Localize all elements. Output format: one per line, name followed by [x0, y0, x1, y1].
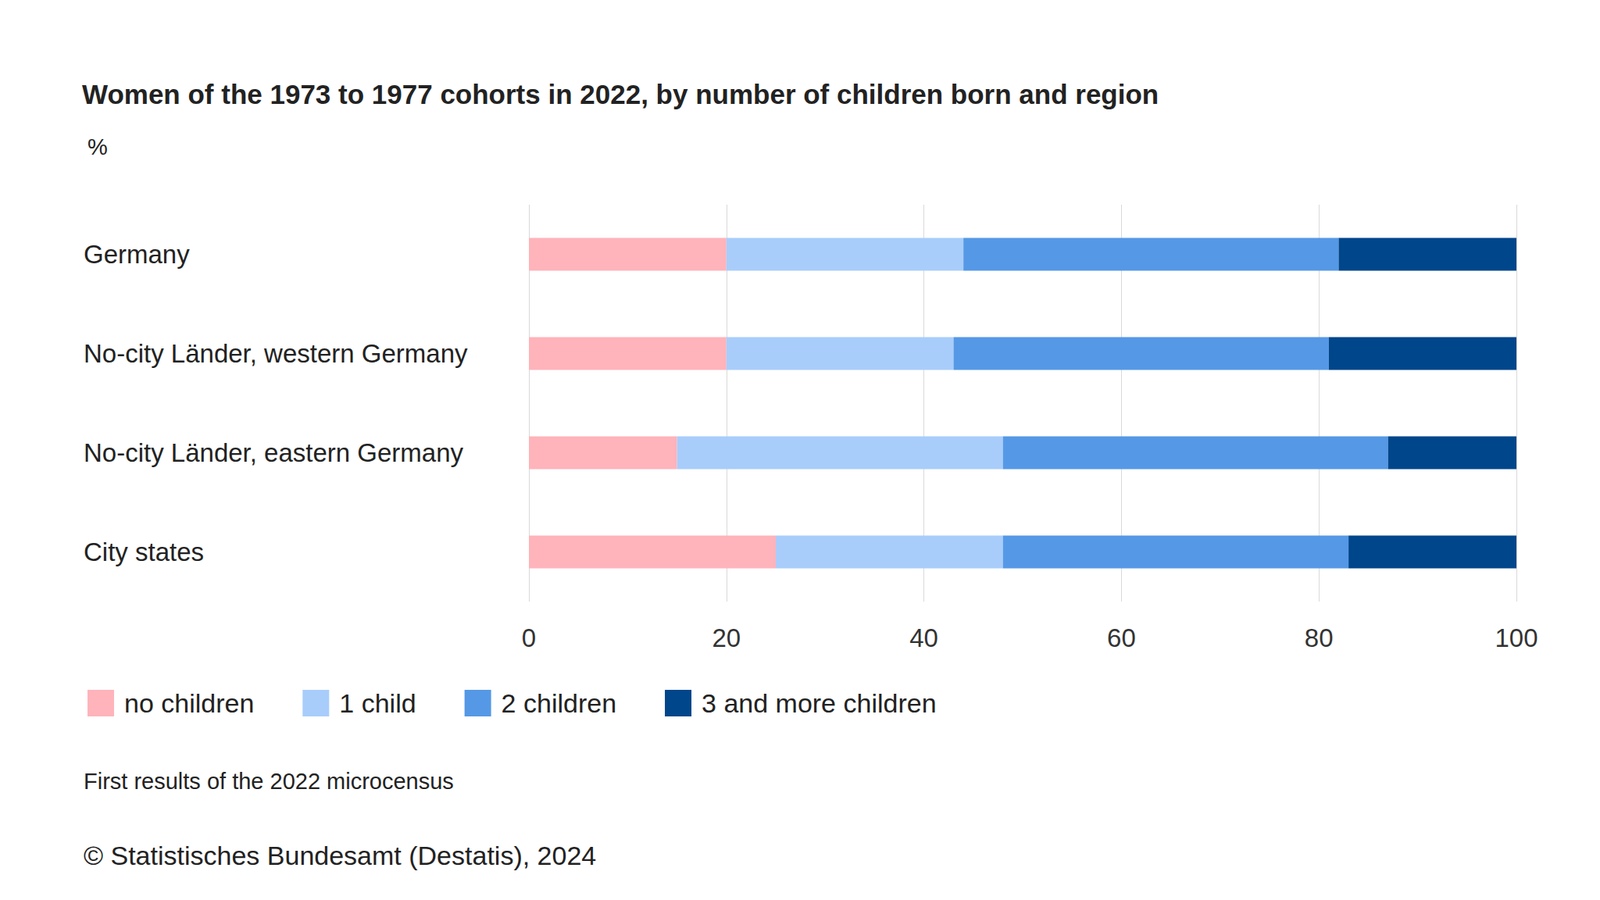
svg-text:40: 40 — [909, 623, 939, 653]
svg-text:60: 60 — [1107, 623, 1136, 653]
svg-text:Women of the 1973 to 1977 coho: Women of the 1973 to 1977 cohorts in 202… — [82, 78, 1159, 110]
svg-text:1 child: 1 child — [339, 688, 416, 718]
svg-text:First results of the 2022 micr: First results of the 2022 microcensus — [83, 768, 454, 794]
svg-text:80: 80 — [1304, 623, 1334, 653]
svg-text:No-city Länder, eastern German: No-city Länder, eastern Germany — [83, 438, 465, 468]
svg-text:100: 100 — [1494, 623, 1538, 653]
svg-text:No-city Länder, western German: No-city Länder, western Germany — [83, 339, 468, 368]
svg-text:0: 0 — [521, 623, 536, 653]
svg-text:%: % — [87, 134, 108, 160]
svg-text:Germany: Germany — [83, 239, 190, 269]
svg-text:City states: City states — [83, 537, 204, 567]
svg-text:2 children: 2 children — [501, 688, 617, 718]
svg-text:© Statistisches Bundesamt (Des: © Statistisches Bundesamt (Destatis), 20… — [83, 840, 597, 871]
svg-text:20: 20 — [711, 623, 741, 653]
svg-text:3 and more children: 3 and more children — [701, 688, 937, 718]
svg-text:no children: no children — [124, 688, 254, 718]
